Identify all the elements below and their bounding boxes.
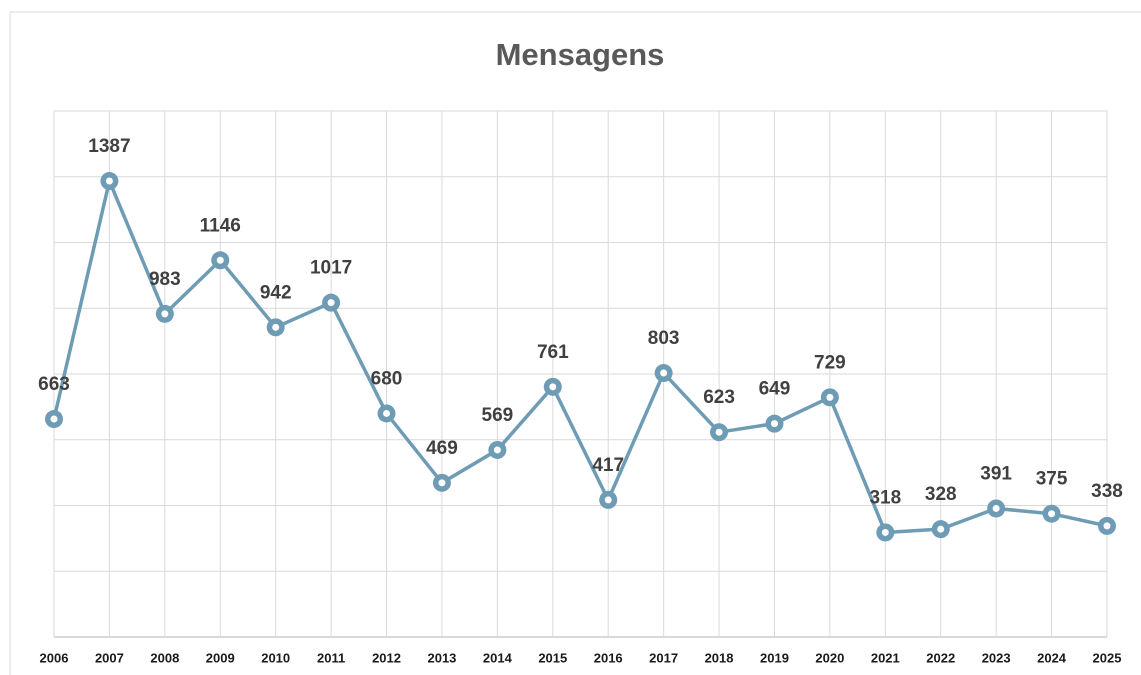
data-label: 1017	[310, 258, 352, 279]
marker-center	[881, 528, 889, 536]
marker-center	[493, 446, 501, 454]
data-label: 623	[703, 387, 735, 408]
marker-center	[937, 525, 945, 533]
marker-center	[826, 393, 834, 401]
data-label: 649	[759, 379, 791, 400]
x-tick-label: 2022	[926, 650, 955, 665]
line	[52, 179, 1108, 535]
data-label: 680	[371, 368, 403, 389]
marker-center	[604, 496, 612, 504]
marker-center	[105, 177, 113, 185]
data-label: 338	[1091, 481, 1123, 502]
x-tick-label: 2020	[815, 650, 844, 665]
chart-title: Mensagens	[496, 37, 665, 72]
x-tick-label: 2009	[206, 650, 235, 665]
x-tick-label: 2024	[1037, 650, 1067, 665]
data-label: 1146	[200, 215, 241, 236]
x-tick-label: 2017	[649, 650, 678, 665]
marker-center	[770, 420, 778, 428]
x-tick-label: 2007	[95, 650, 124, 665]
x-tick-label: 2025	[1093, 650, 1122, 665]
data-label: 1387	[88, 136, 130, 157]
x-tick-label: 2011	[317, 650, 345, 665]
data-label: 328	[925, 484, 957, 505]
data-label: 761	[537, 342, 569, 363]
data-label: 469	[426, 438, 458, 459]
marker-center	[1103, 522, 1111, 530]
marker-center	[327, 299, 335, 307]
data-label: 803	[648, 328, 680, 349]
marker-center	[216, 256, 224, 264]
marker-center	[660, 369, 668, 377]
x-tick-label: 2015	[538, 650, 567, 665]
marker-center	[383, 409, 391, 417]
x-tick-label: 2012	[372, 650, 401, 665]
marker-center	[549, 383, 557, 391]
x-tick-label: 2014	[483, 650, 513, 665]
data-label: 983	[149, 269, 181, 290]
data-label: 318	[869, 487, 901, 508]
data-label: 942	[260, 282, 292, 303]
x-tick-label: 2023	[982, 650, 1011, 665]
marker-center	[161, 310, 169, 318]
marker-center	[1048, 510, 1056, 518]
x-tick-label: 2021	[871, 650, 900, 665]
data-label: 375	[1036, 469, 1068, 490]
x-tick-label: 2018	[705, 650, 734, 665]
marker-center	[438, 479, 446, 487]
x-tick-label: 2010	[261, 650, 290, 665]
marker-center	[50, 415, 58, 423]
data-label: 663	[38, 374, 70, 395]
data-label: 569	[482, 405, 514, 426]
x-tick-label: 2006	[40, 650, 69, 665]
data-label: 417	[592, 455, 624, 476]
marker-center	[272, 323, 280, 331]
marker-center	[992, 504, 1000, 512]
x-tick-label: 2016	[594, 650, 623, 665]
data-label: 729	[814, 352, 846, 373]
x-tick-label: 2019	[760, 650, 789, 665]
data-label: 391	[980, 463, 1012, 484]
marker-center	[715, 428, 723, 436]
x-tick-label: 2008	[150, 650, 179, 665]
x-tick-label: 2013	[427, 650, 456, 665]
